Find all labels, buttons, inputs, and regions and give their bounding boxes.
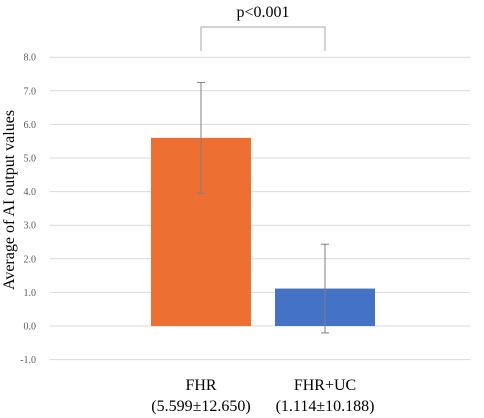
y-tick-label: 5.0 xyxy=(24,154,37,165)
gridlines xyxy=(50,56,470,361)
y-tick-labels: 8.0 7.0 6.0 5.0 4.0 3.0 2.0 1.0 0.0 -1.0 xyxy=(20,53,36,366)
significance-bracket-line xyxy=(200,26,326,51)
category-sublabel: (1.114±10.188) xyxy=(276,398,375,415)
significance-bracket: p<0.001 xyxy=(200,4,326,51)
y-tick-label: 8.0 xyxy=(24,53,37,64)
y-tick-label: 6.0 xyxy=(24,120,37,131)
category-sublabel: (5.599±12.650) xyxy=(151,398,250,415)
error-bars xyxy=(197,81,329,334)
category-labels: FHR (5.599±12.650) FHR+UC (1.114±10.188) xyxy=(151,377,374,415)
y-tick-label: -1.0 xyxy=(20,355,36,366)
y-tick-label: 2.0 xyxy=(24,254,37,265)
bars xyxy=(151,137,375,326)
y-tick-label: 7.0 xyxy=(24,86,37,97)
y-axis-label: Average of AI output values xyxy=(1,110,18,290)
category-label: FHR xyxy=(185,377,216,394)
category-label: FHR+UC xyxy=(294,377,356,394)
p-value-annotation: p<0.001 xyxy=(236,4,289,21)
y-tick-label: 1.0 xyxy=(24,288,37,299)
y-tick-label: 0.0 xyxy=(24,322,37,333)
y-tick-label: 3.0 xyxy=(24,221,37,232)
y-tick-label: 4.0 xyxy=(24,187,37,198)
